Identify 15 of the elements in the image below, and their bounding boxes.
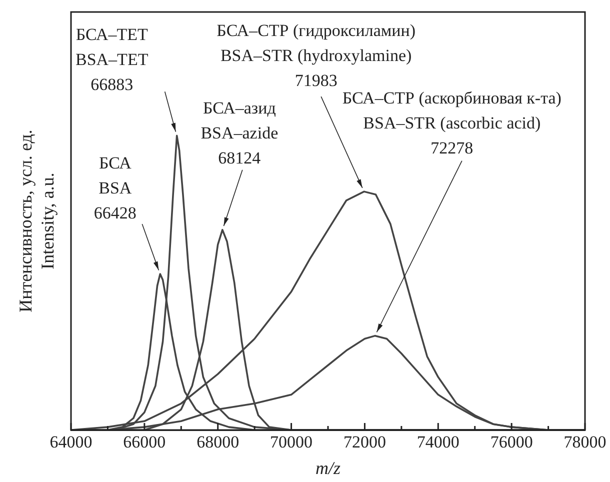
annotation: БСА–азид BSA–azide 68124	[200, 98, 278, 168]
y-axis-title: Интенсивность, усл. ед. Intensity, a.u.	[16, 130, 58, 312]
x-tick-label: 64000	[50, 432, 92, 452]
annotation: БСА–СТР (аскорбиновая к-та) BSA–STR (ascorbic acid) 72278	[342, 88, 562, 158]
x-tick-label: 66000	[123, 432, 166, 452]
x-tick-label: 74000	[416, 432, 460, 452]
x-tick-label: 68000	[196, 432, 240, 452]
annotation: БСА–ТЕТ BSA–TET 66883	[75, 25, 149, 94]
x-axis-title: m/z	[315, 458, 341, 478]
annotation: БСА–СТР (гидроксиламин) BSA–STR (hydroxylamine) 71983	[216, 21, 416, 90]
x-tick-label: 70000	[270, 432, 313, 452]
x-tick-label: 78000	[564, 432, 606, 452]
x-tick-label: 76000	[490, 432, 533, 452]
x-tick-label: 72000	[343, 432, 386, 452]
annotation: БСА BSA 66428	[94, 153, 136, 222]
